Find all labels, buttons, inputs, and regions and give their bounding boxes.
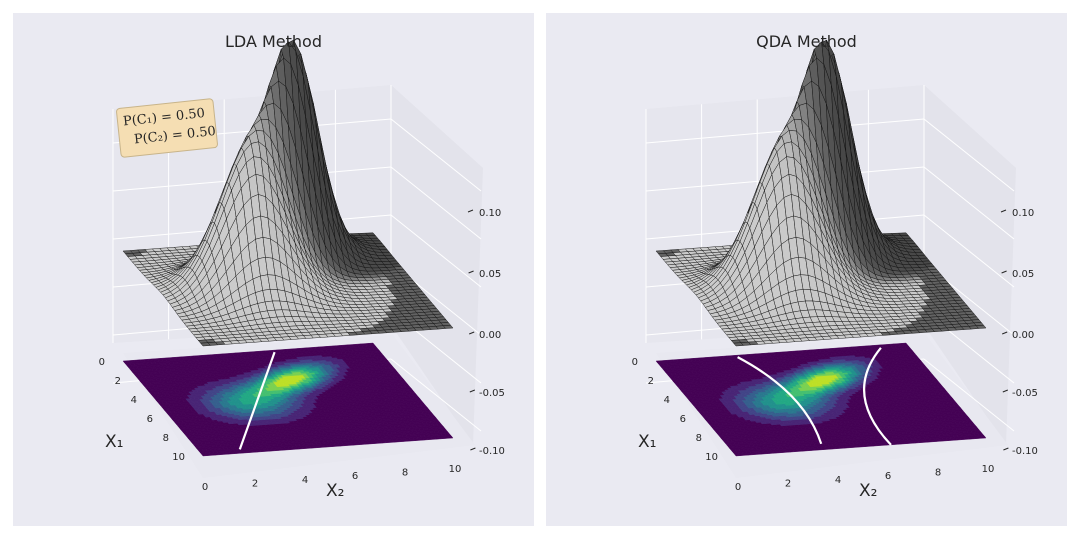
qda-panel: 0.10 0.05 0.00 -0.05 -0.10 0 2 4 6 8 10 0 2 4 6 8 10 X₁ X₂… xyxy=(546,13,1067,526)
z-tick-mark xyxy=(470,447,476,451)
x2-tick-label: 8 xyxy=(402,468,408,479)
grid-line xyxy=(390,214,482,288)
x1-axis-label: X₁ xyxy=(105,432,123,452)
contour-floor xyxy=(122,342,454,457)
x2-tick-label: 2 xyxy=(252,478,258,489)
x1-tick-label: 10 xyxy=(172,452,185,463)
x2-axis-label: X₂ xyxy=(326,481,344,501)
x1-tick-label: 4 xyxy=(131,395,137,406)
grid-line xyxy=(390,358,482,432)
x1-tick-label: 2 xyxy=(115,376,121,387)
z-tick-label: 0.10 xyxy=(479,208,501,219)
x1-tick-label: 6 xyxy=(147,414,153,425)
grid-line xyxy=(390,166,482,240)
z-tick-label: 0.05 xyxy=(479,269,501,280)
x1-tick-label: 8 xyxy=(163,433,169,444)
prior-legend: P(C₁) = 0.50 P(C₂) = 0.50 xyxy=(115,98,219,158)
x2-tick-label: 10 xyxy=(449,464,462,475)
prior-c2-label: P(C₂) = 0.50 xyxy=(133,123,217,148)
lda-panel: 0.10 0.05 0.00 -0.05 -0.10 0 2 4 6 8 10 0 2 4 6 8 10 X₁ X₂… xyxy=(13,13,534,526)
z-tick-label: -0.05 xyxy=(479,388,505,399)
grid-line xyxy=(390,118,482,192)
x2-tick-label: 0 xyxy=(202,482,208,493)
z-tick-label: 0.00 xyxy=(479,330,501,341)
x2-tick-label: 4 xyxy=(302,475,308,486)
x1-tick-label: 0 xyxy=(99,357,105,368)
side-pane xyxy=(391,85,483,445)
lda-title: LDA Method xyxy=(225,32,322,51)
z-tick-label: -0.10 xyxy=(479,446,505,457)
x2-tick-label: 6 xyxy=(352,471,358,482)
